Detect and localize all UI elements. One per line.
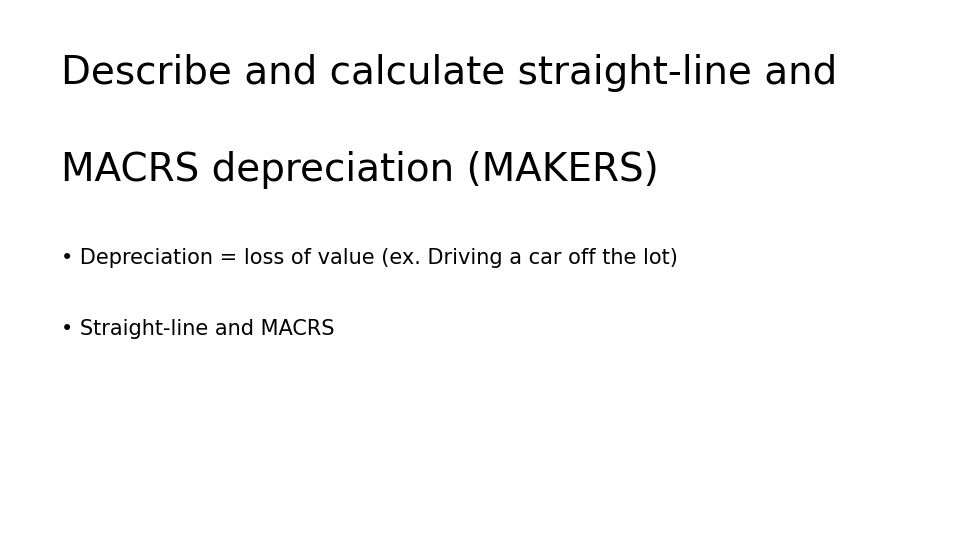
Text: Describe and calculate straight-line and: Describe and calculate straight-line and	[61, 54, 837, 92]
Text: • Depreciation = loss of value (ex. Driving a car off the lot): • Depreciation = loss of value (ex. Driv…	[61, 248, 678, 268]
Text: • Straight-line and MACRS: • Straight-line and MACRS	[61, 319, 335, 339]
Text: MACRS depreciation (MAKERS): MACRS depreciation (MAKERS)	[61, 151, 660, 189]
